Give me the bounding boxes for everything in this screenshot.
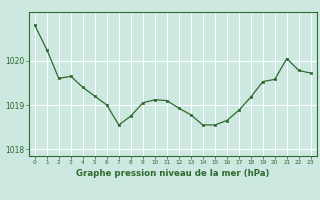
X-axis label: Graphe pression niveau de la mer (hPa): Graphe pression niveau de la mer (hPa) (76, 169, 269, 178)
